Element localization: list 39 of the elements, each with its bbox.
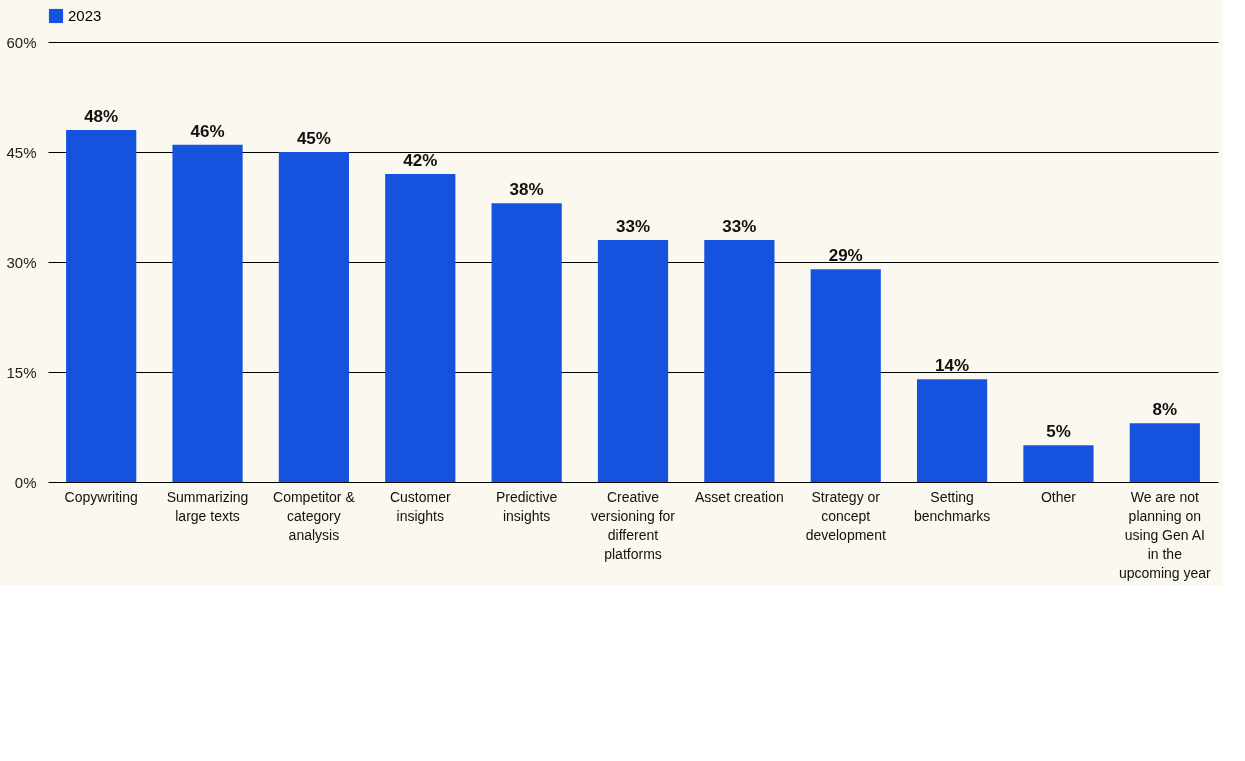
text: 33% [722,217,757,236]
x-tick-label: Predictive insights [495,488,558,524]
x-tick-label: Asset creation [695,488,784,505]
x-tick-label: Strategy or concept development [805,488,886,543]
text: 29% [828,246,863,266]
bar [385,174,456,482]
bar [278,152,350,482]
x-tick-label: Customer insights [389,488,451,524]
bar [172,144,243,482]
y-tick-label: 45% [6,143,37,161]
text: 45% [296,129,331,148]
bar [810,269,881,482]
text: 8% [1152,400,1178,420]
bar [491,203,562,482]
text: 42% [403,151,438,170]
bar [1129,423,1200,482]
text: 33% [615,217,651,236]
x-tick-label: Summarizing large texts [166,488,249,524]
y-tick-label: 30% [6,253,37,271]
bar [916,379,988,482]
x-tick-label: Competitor & category analysis [273,488,356,543]
legend-label: 2023 [68,7,102,24]
y-tick-label: 15% [6,363,37,381]
bar [66,130,137,482]
x-tick-label: We are not planning on using Gen AI in the upcoming year [1118,488,1212,581]
y-tick-label: 60% [6,33,37,51]
text: 14% [935,356,970,376]
text: 48% [84,107,119,126]
x-tick-label: Setting benchmarks [913,488,991,524]
x-tick-label: Creative versioning for different platforms [590,488,676,562]
y-tick-label: 0% [14,473,37,491]
bar [704,240,775,482]
x-tick-label: Copywriting [64,488,138,505]
text: 5% [1046,422,1071,442]
text: 38% [509,180,544,200]
bar [597,240,669,482]
x-tick-label: Other [1040,488,1077,505]
bar [1023,445,1094,482]
text: 46% [190,121,225,141]
